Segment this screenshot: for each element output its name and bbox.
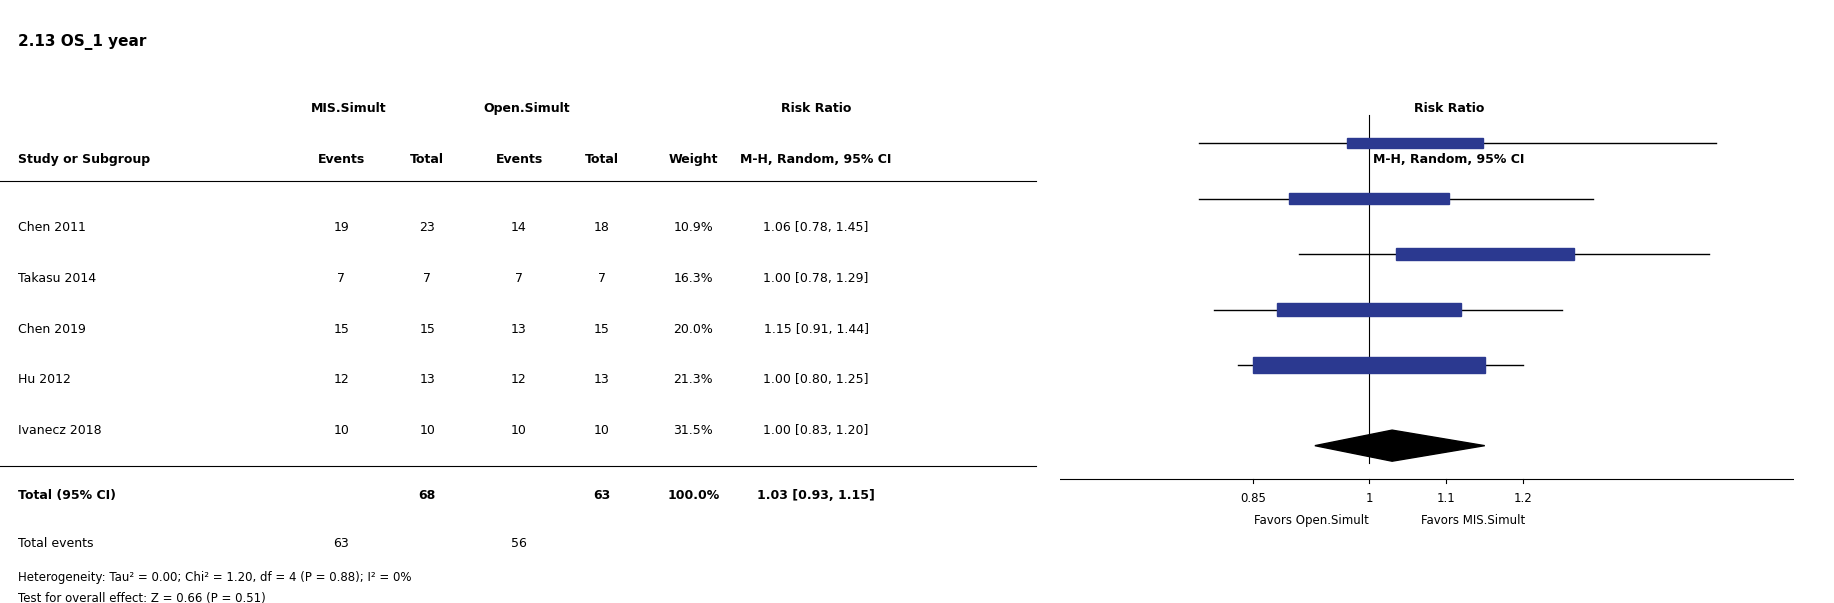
Text: 68: 68 (418, 489, 436, 502)
Text: 16.3%: 16.3% (673, 272, 713, 285)
Text: 14: 14 (512, 221, 526, 235)
Text: Events: Events (317, 153, 365, 166)
Text: 1.2: 1.2 (1515, 492, 1533, 505)
Text: 1.00 [0.78, 1.29]: 1.00 [0.78, 1.29] (763, 272, 869, 285)
Text: Favors MIS.Simult: Favors MIS.Simult (1421, 514, 1526, 527)
Text: 7: 7 (598, 272, 605, 285)
Text: 2.13 OS_1 year: 2.13 OS_1 year (18, 34, 147, 50)
Text: 1: 1 (1364, 492, 1372, 505)
Text: 10: 10 (420, 424, 435, 437)
Text: Ivanecz 2018: Ivanecz 2018 (18, 424, 103, 437)
Text: 63: 63 (334, 537, 348, 551)
Text: Favors Open.Simult: Favors Open.Simult (1254, 514, 1368, 527)
Text: Events: Events (495, 153, 543, 166)
Text: Test for overall effect: Z = 0.66 (P = 0.51): Test for overall effect: Z = 0.66 (P = 0… (18, 592, 266, 603)
Text: Weight: Weight (669, 153, 717, 166)
Text: 12: 12 (512, 373, 526, 387)
Bar (1253, 357, 1486, 373)
Text: Heterogeneity: Tau² = 0.00; Chi² = 1.20, df = 4 (P = 0.88); I² = 0%: Heterogeneity: Tau² = 0.00; Chi² = 1.20,… (18, 570, 413, 584)
Text: 13: 13 (594, 373, 609, 387)
Polygon shape (1315, 430, 1486, 461)
Text: Hu 2012: Hu 2012 (18, 373, 72, 387)
Text: 13: 13 (420, 373, 435, 387)
Bar (1289, 193, 1449, 204)
Bar (1348, 138, 1484, 148)
Text: 15: 15 (334, 323, 348, 336)
Text: Chen 2011: Chen 2011 (18, 221, 86, 235)
Text: 23: 23 (420, 221, 435, 235)
Text: Total (95% CI): Total (95% CI) (18, 489, 116, 502)
Text: 13: 13 (512, 323, 526, 336)
Text: 7: 7 (337, 272, 345, 285)
Text: 7: 7 (424, 272, 431, 285)
Text: 1.15 [0.91, 1.44]: 1.15 [0.91, 1.44] (763, 323, 869, 336)
Text: 1.1: 1.1 (1436, 492, 1456, 505)
Text: Total: Total (585, 153, 618, 166)
Text: Total: Total (411, 153, 444, 166)
Text: Takasu 2014: Takasu 2014 (18, 272, 97, 285)
Text: Total events: Total events (18, 537, 94, 551)
Text: 7: 7 (515, 272, 523, 285)
Text: Risk Ratio: Risk Ratio (1414, 102, 1484, 115)
Text: 1.00 [0.83, 1.20]: 1.00 [0.83, 1.20] (763, 424, 869, 437)
Text: 10: 10 (334, 424, 348, 437)
Text: Chen 2019: Chen 2019 (18, 323, 86, 336)
Text: 15: 15 (420, 323, 435, 336)
Text: 20.0%: 20.0% (673, 323, 713, 336)
Text: 1.00 [0.80, 1.25]: 1.00 [0.80, 1.25] (763, 373, 869, 387)
Text: MIS.Simult: MIS.Simult (310, 102, 387, 115)
Text: 18: 18 (594, 221, 609, 235)
Text: M-H, Random, 95% CI: M-H, Random, 95% CI (741, 153, 891, 166)
Text: 12: 12 (334, 373, 348, 387)
Text: 10.9%: 10.9% (673, 221, 713, 235)
Text: M-H, Random, 95% CI: M-H, Random, 95% CI (1374, 153, 1524, 166)
Text: 31.5%: 31.5% (673, 424, 713, 437)
Text: 1.06 [0.78, 1.45]: 1.06 [0.78, 1.45] (763, 221, 869, 235)
Text: 1.03 [0.93, 1.15]: 1.03 [0.93, 1.15] (757, 489, 875, 502)
Bar (1396, 248, 1574, 260)
Text: 10: 10 (512, 424, 526, 437)
Text: Risk Ratio: Risk Ratio (781, 102, 851, 115)
Text: 56: 56 (512, 537, 526, 551)
Text: 19: 19 (334, 221, 348, 235)
Text: Open.Simult: Open.Simult (482, 102, 570, 115)
Text: 15: 15 (594, 323, 609, 336)
Text: 21.3%: 21.3% (673, 373, 713, 387)
Text: 63: 63 (592, 489, 611, 502)
Bar (1276, 303, 1462, 316)
Text: 100.0%: 100.0% (668, 489, 719, 502)
Text: 0.85: 0.85 (1240, 492, 1265, 505)
Text: Study or Subgroup: Study or Subgroup (18, 153, 150, 166)
Text: 10: 10 (594, 424, 609, 437)
